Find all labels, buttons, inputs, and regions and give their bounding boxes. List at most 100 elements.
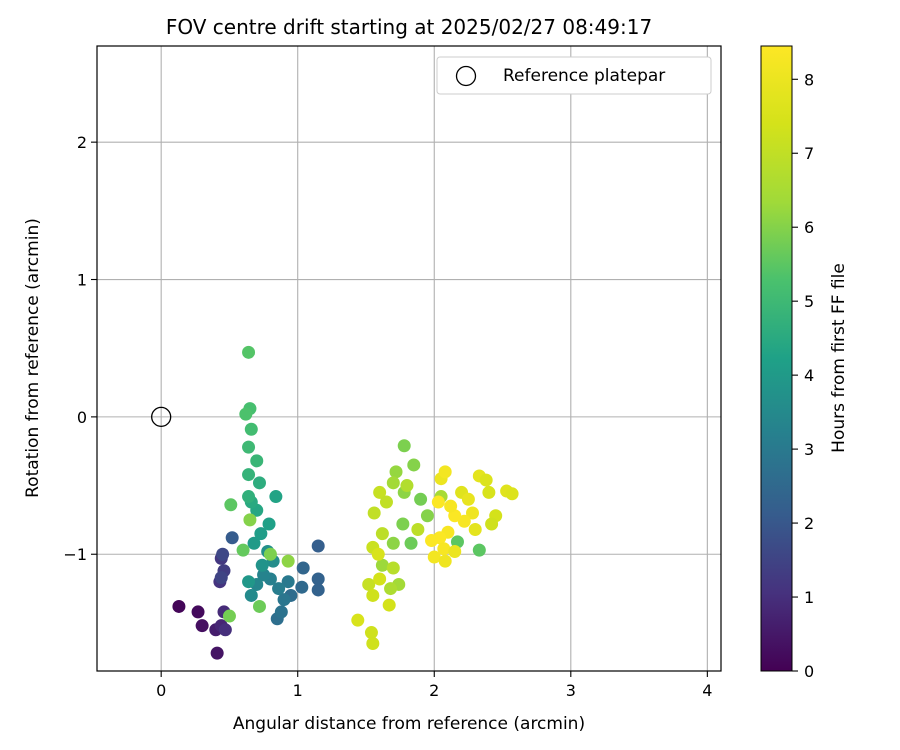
- data-point: [277, 593, 291, 607]
- data-point: [371, 547, 385, 561]
- data-point: [375, 558, 389, 572]
- x-tick-label: 4: [702, 681, 712, 700]
- y-tick-label: 2: [77, 133, 87, 152]
- data-point: [244, 588, 258, 602]
- y-axis-ticks: −1 0 1 2: [63, 133, 97, 564]
- data-point: [420, 509, 434, 523]
- data-point: [195, 619, 209, 633]
- data-point: [457, 514, 471, 528]
- data-point: [252, 599, 266, 613]
- data-point: [366, 588, 380, 602]
- data-point: [216, 547, 230, 561]
- data-point: [362, 577, 376, 591]
- data-point: [311, 539, 325, 553]
- data-point: [236, 543, 250, 557]
- colorbar-tick-label: 6: [804, 218, 814, 237]
- x-axis-ticks: 0 1 2 3 4: [156, 671, 712, 700]
- data-point: [448, 544, 462, 558]
- x-tick-label: 0: [156, 681, 166, 700]
- data-point: [414, 492, 428, 506]
- data-point: [479, 473, 493, 487]
- data-point: [485, 517, 499, 531]
- data-point: [375, 527, 389, 541]
- data-point: [252, 476, 266, 490]
- data-point: [296, 561, 310, 575]
- chart-title: FOV centre drift starting at 2025/02/27 …: [166, 15, 652, 39]
- legend-marker-icon: [455, 65, 477, 87]
- data-point: [242, 468, 256, 482]
- data-point: [404, 536, 418, 550]
- colorbar-tick-label: 3: [804, 440, 814, 459]
- data-point: [257, 568, 271, 582]
- data-point: [210, 646, 224, 660]
- data-point: [242, 440, 256, 454]
- data-point: [379, 495, 393, 509]
- y-tick-label: 0: [77, 408, 87, 427]
- y-axis-label: Rotation from reference (arcmin): [23, 218, 43, 498]
- data-point: [274, 605, 288, 619]
- data-point: [295, 580, 309, 594]
- data-point: [262, 517, 276, 531]
- data-point: [242, 345, 256, 359]
- data-point: [222, 609, 236, 623]
- data-point: [427, 550, 441, 564]
- x-tick-label: 3: [566, 681, 576, 700]
- colorbar-tick-label: 7: [804, 144, 814, 163]
- data-point: [281, 554, 295, 568]
- data-point: [254, 527, 268, 541]
- colorbar-gradient: [760, 45, 793, 672]
- data-point: [366, 637, 380, 651]
- grid-lines: [97, 46, 721, 671]
- data-point: [311, 583, 325, 597]
- colorbar-tick-label: 8: [804, 70, 814, 89]
- data-point: [425, 534, 439, 548]
- x-axis-label: Angular distance from reference (arcmin): [233, 714, 585, 734]
- colorbar-tick-label: 1: [804, 588, 814, 607]
- data-point: [269, 490, 283, 504]
- data-point: [218, 623, 232, 637]
- legend-label: Reference platepar: [503, 66, 665, 86]
- data-point: [438, 554, 452, 568]
- legend: Reference platepar: [436, 56, 712, 95]
- colorbar-tick-label: 5: [804, 292, 814, 311]
- plot-frame: [96, 45, 722, 672]
- x-tick-label: 2: [429, 681, 439, 700]
- data-point: [373, 485, 387, 499]
- data-point: [397, 439, 411, 453]
- data-point: [281, 575, 295, 589]
- data-point: [250, 454, 264, 468]
- colorbar-label: Hours from first FF file: [829, 263, 849, 453]
- data-points: [172, 345, 519, 660]
- data-point: [311, 572, 325, 586]
- data-point: [505, 487, 519, 501]
- data-point: [225, 531, 239, 545]
- data-point: [367, 506, 381, 520]
- colorbar-ticks: 0 1 2 3 4 5 6 7 8: [792, 70, 814, 681]
- data-point: [437, 542, 451, 556]
- data-point: [244, 422, 258, 436]
- data-point: [386, 536, 400, 550]
- data-point: [461, 492, 475, 506]
- data-point: [465, 506, 479, 520]
- data-point: [384, 582, 398, 596]
- legend-box: [436, 56, 712, 95]
- data-point: [224, 498, 238, 512]
- data-point: [438, 465, 452, 479]
- data-point: [373, 572, 387, 586]
- colorbar-tick-label: 4: [804, 366, 814, 385]
- data-point: [386, 476, 400, 490]
- data-point: [411, 523, 425, 537]
- data-point: [239, 407, 253, 421]
- data-point: [407, 458, 421, 472]
- reference-point-marker: [151, 406, 172, 428]
- y-tick-label: −1: [63, 545, 87, 564]
- colorbar-tick-label: 2: [804, 514, 814, 533]
- data-point: [400, 479, 414, 493]
- y-tick-label: 1: [77, 271, 87, 290]
- data-point: [243, 513, 257, 527]
- data-point: [386, 561, 400, 575]
- data-point: [242, 575, 256, 589]
- data-point: [444, 499, 458, 513]
- colorbar: 0 1 2 3 4 5 6 7 8 Hours from first FF file: [760, 45, 849, 681]
